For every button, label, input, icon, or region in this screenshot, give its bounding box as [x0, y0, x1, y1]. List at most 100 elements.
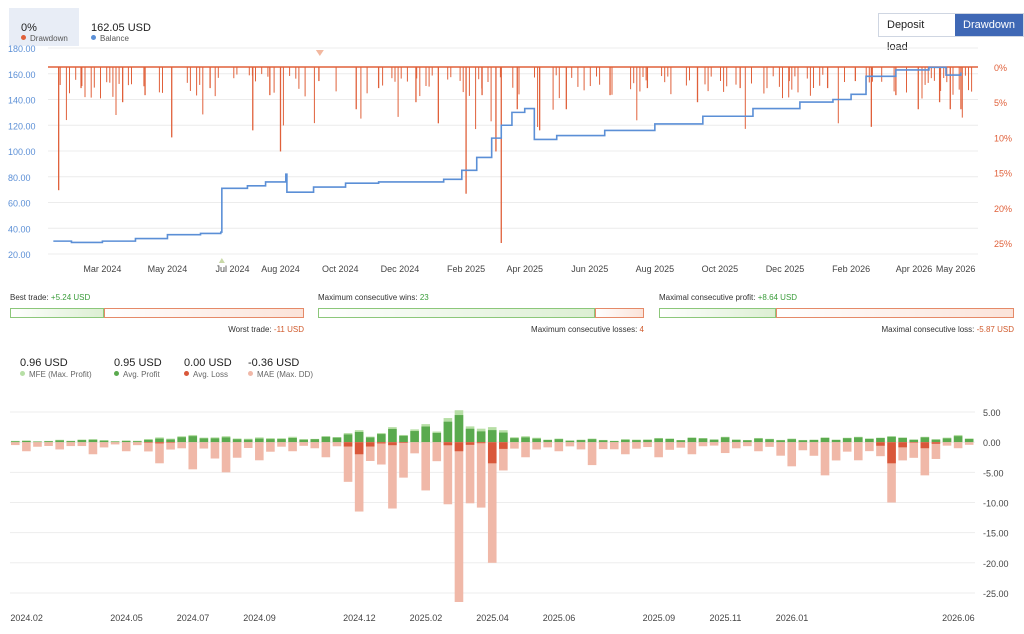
x-tick-label: 2024.05	[110, 613, 143, 623]
mae-bar	[388, 442, 397, 509]
mfe-label: MFE (Max. Profit)	[20, 370, 92, 379]
max-cons-losses-value: 4	[639, 325, 644, 334]
mae-bar	[853, 442, 863, 461]
avg-loss-bar	[898, 442, 907, 448]
avg-profit-bar	[343, 434, 353, 443]
mae-bar	[543, 442, 553, 448]
deposit-load-button[interactable]: Deposit load	[887, 19, 925, 53]
legend-balance[interactable]: 162.05 USD Balance	[79, 8, 169, 46]
avg-profit-bar	[709, 439, 719, 443]
mae-bar	[11, 442, 20, 446]
mae-bar	[676, 442, 686, 448]
y-left-tick-label: 40.00	[8, 224, 31, 234]
avg-profit-label-text: Avg. Profit	[123, 370, 160, 379]
avg-loss-bar	[499, 442, 508, 449]
y-right-tick-label: 0%	[994, 63, 1007, 73]
mae-bar	[831, 442, 841, 461]
drawdown-label-text: Drawdown	[30, 34, 68, 43]
x-tick-label: 2026.01	[776, 613, 809, 623]
avg-profit-bar	[776, 440, 785, 443]
mae-bar	[121, 442, 131, 452]
y-left-tick-label: 100.00	[8, 147, 36, 157]
y-tick-label: -25.00	[983, 589, 1009, 599]
max-cons-losses-label: Maximum consecutive losses: 4	[531, 325, 644, 334]
mae-bar	[720, 442, 730, 454]
x-tick-label: Dec 2024	[381, 264, 420, 274]
x-tick-label: Apr 2025	[506, 264, 543, 274]
avg-profit-bar	[11, 441, 20, 443]
balance-dot-icon	[91, 35, 96, 41]
y-right-tick-label: 10%	[994, 133, 1012, 143]
avg-profit-bar	[55, 440, 64, 443]
x-tick-label: Oct 2024	[322, 264, 359, 274]
mae-bar	[66, 442, 76, 447]
avg-profit-bar	[576, 440, 586, 443]
avg-profit-bar	[909, 439, 919, 443]
avg-profit-bar	[643, 439, 652, 443]
avg-profit-label: Avg. Profit	[114, 370, 160, 379]
avg-loss-bar	[909, 442, 919, 443]
x-tick-label: Jun 2025	[571, 264, 608, 274]
x-tick-label: Aug 2025	[636, 264, 675, 274]
max-cons-wins-label-text: Maximum consecutive wins:	[318, 293, 418, 302]
avg-profit-bar	[499, 432, 508, 443]
x-tick-label: 2024.07	[177, 613, 210, 623]
x-tick-label: May 2026	[936, 264, 976, 274]
max-cons-loss-label: Maximal consecutive loss: -5.87 USD	[881, 325, 1014, 334]
x-tick-label: 2024.02	[10, 613, 43, 623]
mae-bar	[432, 442, 442, 462]
avg-profit-bar	[44, 441, 53, 443]
mae-label-text: MAE (Max. DD)	[257, 370, 313, 379]
avg-loss-bar	[920, 442, 930, 449]
mae-bar	[22, 442, 31, 452]
y-tick-label: 5.00	[983, 408, 1001, 418]
avg-profit-bar	[765, 439, 774, 443]
mae-bar	[931, 442, 941, 459]
x-tick-label: Oct 2025	[702, 264, 739, 274]
mae-bar	[277, 442, 286, 447]
x-tick-label: May 2024	[148, 264, 188, 274]
avg-profit-bar	[144, 439, 153, 443]
legend-drawdown[interactable]: 0% Drawdown	[9, 8, 79, 46]
mae-dot-icon	[248, 371, 253, 377]
avg-profit-bar	[410, 431, 419, 443]
y-left-tick-label: 60.00	[8, 199, 31, 209]
avg-loss-bar	[931, 442, 941, 444]
max-cons-loss-label-text: Maximal consecutive loss:	[881, 325, 975, 334]
avg-loss-bar	[388, 442, 397, 446]
drawdown-button[interactable]: Drawdown	[955, 14, 1023, 36]
y-left-tick-label: 80.00	[8, 173, 31, 183]
avg-profit-bar	[110, 441, 120, 443]
avg-profit-bar	[66, 441, 76, 443]
y-left-tick-label: 160.00	[8, 70, 36, 80]
avg-profit-bar	[887, 436, 896, 443]
avg-profit-bar	[609, 441, 619, 443]
avg-profit-bar	[199, 438, 209, 443]
avg-loss-value: 0.00 USD	[184, 357, 232, 369]
mae-bar	[487, 442, 497, 563]
mae-bar	[687, 442, 697, 455]
avg-profit-bar	[421, 426, 430, 443]
x-tick-label: 2024.12	[343, 613, 376, 623]
avg-profit-bar	[820, 437, 830, 443]
avg-profit-bar	[754, 438, 763, 443]
cons-losses-bar	[595, 308, 644, 318]
mae-bar	[133, 442, 142, 446]
y-tick-label: -5.00	[983, 468, 1004, 478]
mae-bar	[865, 442, 874, 452]
avg-profit-bar	[598, 440, 608, 443]
mae-bar	[731, 442, 741, 449]
best-trade-value: +5.24 USD	[50, 293, 91, 302]
avg-profit-bar	[587, 439, 597, 443]
avg-profit-bar	[232, 439, 242, 443]
cons-loss-bar	[776, 308, 1014, 318]
avg-profit-bar	[931, 439, 941, 443]
avg-profit-bar	[277, 439, 286, 443]
y-tick-label: 0.00	[983, 438, 1001, 448]
avg-profit-bar	[221, 437, 231, 443]
mae-bar	[909, 442, 919, 458]
mae-bar	[632, 442, 641, 449]
avg-profit-bar	[521, 437, 530, 443]
y-right-tick-label: 15%	[994, 169, 1012, 179]
avg-loss-label-text: Avg. Loss	[193, 370, 228, 379]
